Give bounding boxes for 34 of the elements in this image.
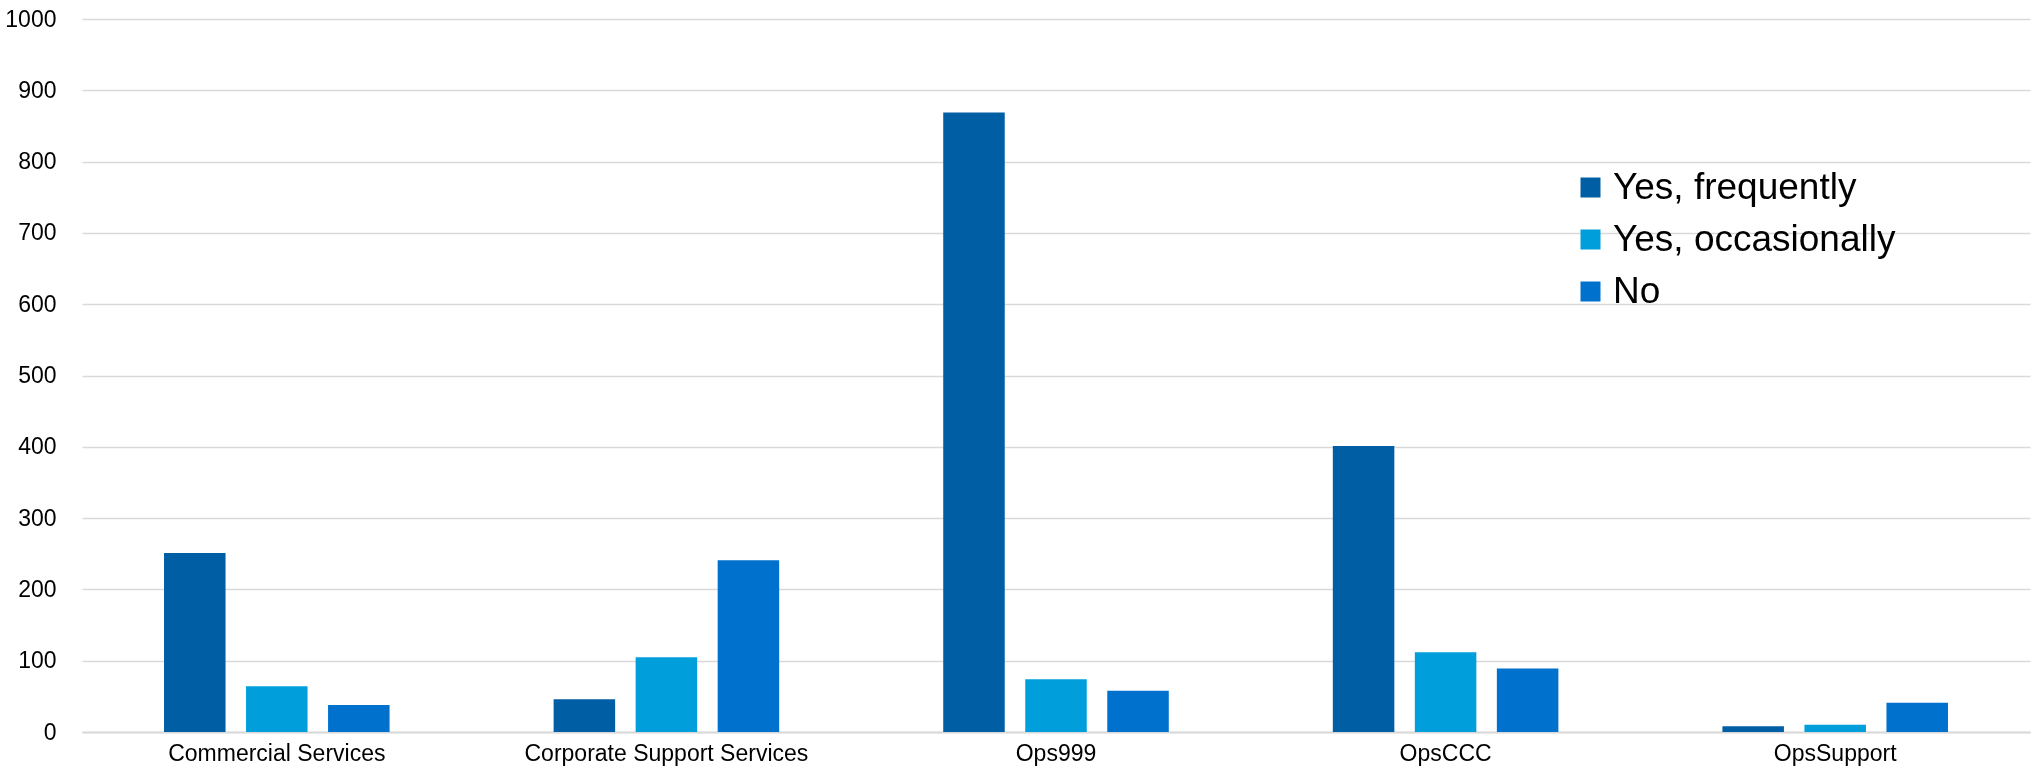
- bar: [1107, 690, 1169, 732]
- x-tick-label: Ops999: [1015, 739, 1097, 766]
- y-tick-label: 100: [18, 647, 57, 674]
- x-tick-label: OpsSupport: [1773, 739, 1898, 766]
- legend-label: Yes, occasionally: [1613, 217, 1896, 259]
- y-tick-label: 900: [18, 76, 57, 103]
- bar: [1722, 726, 1784, 732]
- x-tick-label: Commercial Services: [168, 739, 386, 766]
- bar: [246, 686, 308, 732]
- bar: [1496, 668, 1559, 732]
- legend-label: Yes, frequently: [1613, 165, 1857, 207]
- bar: [635, 657, 698, 732]
- bar: [1332, 446, 1395, 732]
- bar: [943, 112, 1005, 732]
- bar: [553, 699, 616, 732]
- y-tick-label: 800: [18, 148, 57, 175]
- bar: [1025, 679, 1087, 732]
- y-tick-label: 300: [18, 504, 57, 531]
- y-tick-label: 0: [43, 718, 57, 745]
- bar: [717, 560, 780, 732]
- y-tick-label: 1000: [5, 5, 57, 32]
- y-tick-label: 600: [18, 290, 57, 317]
- bar: [328, 704, 390, 732]
- legend-label: No: [1613, 269, 1661, 311]
- y-tick-label: 500: [18, 362, 57, 388]
- bar: [1886, 702, 1948, 732]
- bar: [1414, 652, 1477, 732]
- bar: [1804, 724, 1866, 732]
- y-tick-label: 700: [18, 219, 57, 246]
- x-tick-label: Corporate Support Services: [524, 739, 809, 766]
- y-tick-label: 400: [18, 433, 57, 460]
- y-tick-label: 200: [18, 575, 57, 602]
- x-tick-label: OpsCCC: [1399, 739, 1492, 766]
- bar: [164, 553, 226, 732]
